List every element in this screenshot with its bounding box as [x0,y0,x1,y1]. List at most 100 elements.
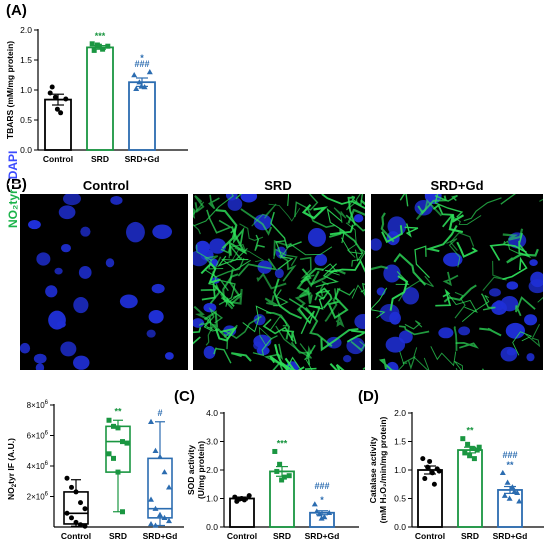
data-point [78,500,83,506]
no2tyr-signal [329,228,364,254]
micrograph-control [20,194,188,370]
nucleus [28,220,41,230]
no2tyr-signal [198,321,214,331]
data-point [73,489,79,495]
significance-label: ### [314,481,329,491]
no2tyr-signal [208,194,220,210]
no2tyr-signal [315,263,340,288]
data-point [131,72,138,78]
no2tyr-signal [417,195,447,215]
significance-label: * [320,495,324,505]
data-point [115,469,121,475]
y-tick-label: 2×106 [27,492,49,502]
nucleus [526,353,535,362]
data-point [69,515,74,521]
no2tyr-signal [399,194,409,207]
no2tyr-signal [264,295,279,307]
no2tyr-signal [258,326,273,347]
data-point [157,453,163,460]
y-tick-label: 2.0 [20,25,32,35]
data-point [63,96,69,102]
panel-label-d: (D) [358,388,379,405]
no2tyr-signal [193,201,205,235]
nucleus [500,346,518,362]
data-point [469,445,475,451]
no2tyr-signal [321,194,365,210]
nucleus [257,344,267,352]
nucleus [354,314,365,330]
nucleus [240,194,258,203]
no2tyr-signal [500,194,516,205]
nucleus [253,214,272,231]
no2tyr-signal [300,267,324,284]
x-tick-label: Control [415,531,445,541]
nucleus [126,221,145,243]
no2tyr-signal [252,335,278,357]
y-tick-label: 0.0 [206,522,218,532]
data-point [425,464,431,470]
no2tyr-signal [288,298,321,320]
no2tyr-signal [518,232,532,259]
y-axis-title: SOD activity [186,445,196,495]
panel-label-b: (B) [6,176,27,193]
no2tyr-signal [449,232,475,251]
data-point [82,523,88,529]
no2tyr-signal [402,355,416,370]
bar [417,469,443,528]
no2tyr-signal [320,327,359,352]
y-tick-label: 8×106 [27,400,49,410]
panel-label-c: (C) [174,388,195,405]
box [105,425,131,473]
data-point [313,508,320,514]
data-point [138,83,145,89]
no2tyr-signal [256,272,287,290]
y-tick-label: 0.5 [394,494,406,504]
no2tyr-signal [200,282,221,304]
data-point [246,493,252,499]
nucleus [274,268,284,279]
no2tyr-signal [203,310,229,340]
no2tyr-signal [525,323,541,348]
no2tyr-signal [231,352,252,362]
data-point [124,440,130,446]
no2tyr-signal [270,211,302,249]
nucleus [203,302,217,313]
nucleus [60,341,77,357]
data-point [420,456,426,462]
no2tyr-signal [193,194,234,227]
data-point [106,451,112,457]
x-tick-label: SRD+Gd [305,531,340,541]
no2tyr-signal [479,327,502,337]
no2tyr-signal [434,194,464,218]
nucleus [227,197,243,211]
nucleus [458,326,471,336]
data-point [471,456,477,462]
no2tyr-signal [308,296,326,310]
micrograph-srd-gd [371,194,543,370]
data-point [106,417,112,423]
no2tyr-signal [292,357,313,370]
y-tick-label: 0.0 [394,522,406,532]
data-point [73,519,79,525]
nucleus [164,352,174,360]
nucleus [105,258,115,268]
y-tick-label: 1.5 [20,55,32,65]
no2tyr-signal [503,240,521,255]
x-tick-label: SRD [109,531,127,541]
no2tyr-signal [240,208,273,236]
no2tyr-signal [294,292,312,325]
y-axis-title: TBARS (mM/mg protein) [5,41,15,139]
nucleus [60,243,71,253]
data-point [47,90,53,96]
no2tyr-signal [506,248,539,264]
data-point [120,509,125,515]
y-axis-title-2: (U/mg protein) [196,441,206,499]
no2tyr-boxplot: 2×106 4×106 6×106 8×106 NO2tyr IF (A.U.) Cont… [6,400,184,541]
significance-label: ### [134,59,149,69]
nucleus [529,259,538,266]
no2tyr-signal [398,325,430,336]
data-point [506,495,513,501]
nucleus [371,238,382,251]
no2tyr-signal [341,237,364,262]
